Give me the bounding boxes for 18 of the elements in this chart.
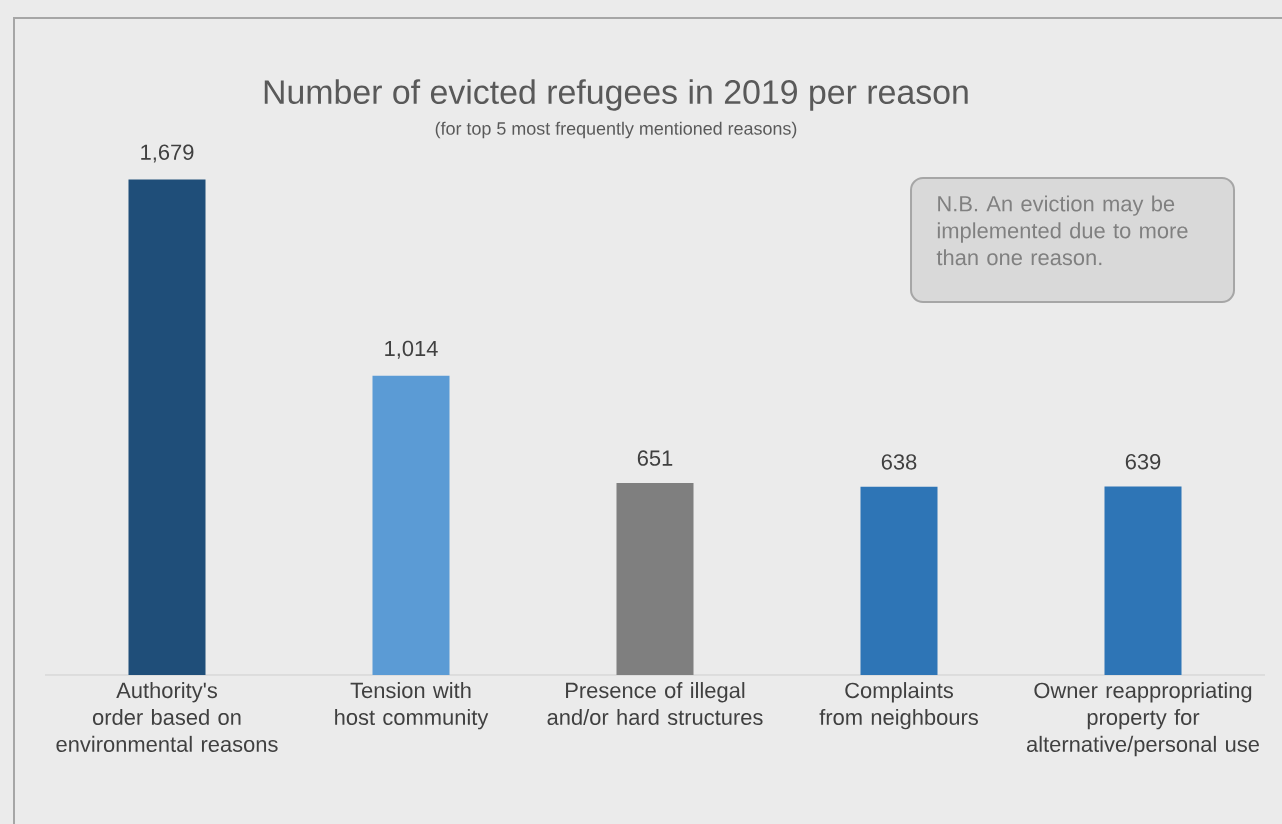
bar [128,179,206,675]
x-tick-label: Presence of illegal and/or hard structures [547,682,763,726]
bar [372,375,450,675]
annotation: N.B. An eviction may be implemented due to more than one reason. [936,195,1188,266]
x-tick-label: Owner reappropriating property for alternative/personal use [1026,682,1259,757]
data-label: 1,014 [385,340,438,359]
chart-subtitle: (for top 5 most frequently mentioned reasons) [435,121,797,139]
bar [860,486,938,675]
x-tick-label: Tension with host community [335,682,489,730]
data-label: 1,679 [141,144,194,163]
x-tick-label: Complaints from neighbours [819,682,978,730]
data-label: 651 [637,450,673,466]
data-label: 639 [1125,453,1161,470]
bar [616,482,694,675]
data-label: 638 [881,454,917,470]
bar [1104,486,1182,675]
x-tick-label: Authority's order based on environmental reasons [56,682,278,752]
chart-title: Number of evicted refugees in 2019 per reason [264,79,968,111]
